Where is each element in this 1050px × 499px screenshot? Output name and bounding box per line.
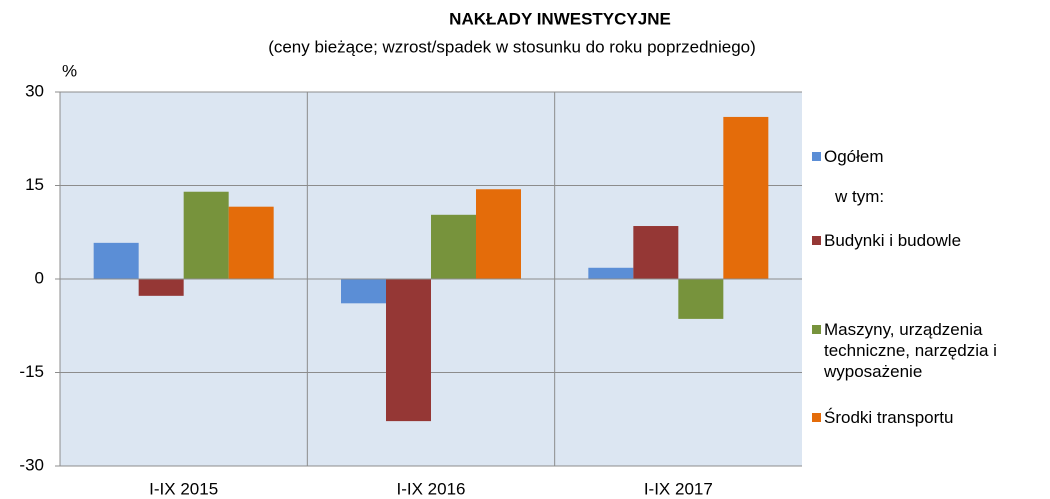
legend-swatch bbox=[812, 413, 821, 422]
bar bbox=[183, 191, 229, 279]
y-axis-label: % bbox=[62, 61, 77, 80]
legend-swatch bbox=[812, 236, 821, 245]
bar bbox=[228, 206, 274, 279]
legend-swatch bbox=[812, 325, 821, 334]
bar bbox=[386, 279, 431, 422]
bar bbox=[138, 279, 184, 296]
chart-subtitle: (ceny bieżące; wzrost/spadek w stosunku … bbox=[268, 37, 756, 56]
legend-note: w tym: bbox=[835, 187, 885, 206]
y-tick-label: 15 bbox=[25, 175, 44, 194]
bar bbox=[431, 214, 476, 279]
x-tick-label: I-IX 2016 bbox=[397, 479, 466, 498]
x-tick-label: I-IX 2017 bbox=[644, 479, 713, 498]
bar bbox=[476, 189, 521, 279]
y-tick-label: -15 bbox=[19, 362, 44, 381]
legend-item: Budynki i budowle bbox=[812, 230, 1042, 251]
bar bbox=[723, 116, 769, 279]
y-tick-label: 30 bbox=[25, 81, 44, 100]
legend-swatch bbox=[812, 152, 821, 161]
y-tick-label: 0 bbox=[35, 268, 44, 287]
legend-label: Ogółem bbox=[824, 147, 884, 166]
x-tick-label: I-IX 2015 bbox=[149, 479, 218, 498]
bar bbox=[678, 279, 724, 319]
bar bbox=[93, 242, 139, 279]
legend-label: Maszyny, urządzenia techniczne, narzędzi… bbox=[824, 320, 997, 381]
bar bbox=[588, 267, 634, 279]
y-tick-label: -30 bbox=[19, 455, 44, 474]
chart-title: NAKŁADY INWESTYCYJNE bbox=[449, 9, 671, 28]
legend-item: Maszyny, urządzenia techniczne, narzędzi… bbox=[812, 319, 1042, 382]
legend-item: Ogółem bbox=[812, 146, 1042, 167]
legend-label: Środki transportu bbox=[824, 408, 954, 427]
bar bbox=[633, 226, 679, 279]
legend-label: Budynki i budowle bbox=[824, 231, 962, 250]
bar bbox=[341, 279, 386, 304]
legend-item: Środki transportu bbox=[812, 407, 1042, 428]
